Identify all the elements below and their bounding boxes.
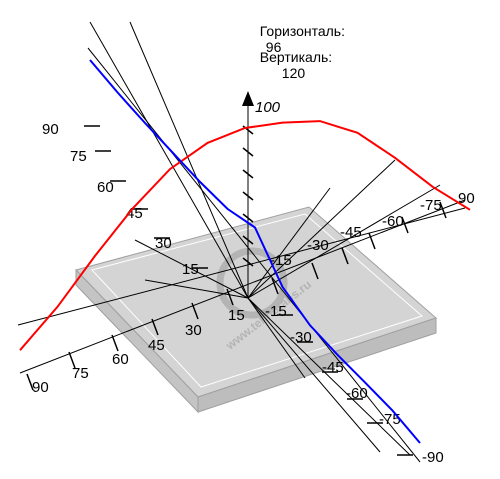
vertical-axis-tick-label: 30 [155, 235, 172, 252]
horizontal-axis-tick-label: 30 [185, 322, 202, 339]
intensity-axis-tick [242, 257, 254, 267]
ray-8 [247, 297, 381, 453]
horizontal-axis-tick [26, 373, 34, 391]
horizontal-axis-tick [226, 288, 234, 306]
horizontal-axis-tick-label: 75 [72, 365, 89, 382]
horizontal-axis-tick-label: -75 [420, 197, 442, 214]
horizontal-axis-tick [111, 334, 119, 352]
horizontal-axis-tick [68, 351, 76, 369]
vertical-axis-tick-label: -30 [290, 329, 312, 346]
horizontal-axis-tick [311, 262, 319, 280]
ray-9 [247, 297, 411, 456]
vertical-axis-tick-label: 60 [97, 179, 114, 196]
horizontal-axis-tick [191, 302, 199, 320]
ray-10 [247, 297, 306, 379]
vertical-readout: Вертикаль: 120 [252, 33, 332, 81]
ray-7 [144, 279, 249, 299]
depth-axis-line [17, 207, 466, 326]
intensity-axis-arrow [242, 91, 254, 106]
ray-3 [134, 239, 249, 299]
horizontal-axis-tick [271, 277, 279, 295]
horizontal-axis-tick [439, 201, 447, 219]
vertical-axis-tick-label: -60 [346, 385, 368, 402]
horizontal-axis-tick-label: -30 [307, 237, 329, 254]
vertical-curve [89, 59, 421, 444]
horizontal-axis-tick-label: -15 [270, 252, 292, 269]
vertical-axis-line [87, 47, 421, 463]
horizontal-readout-label: Горизонталь: [259, 23, 345, 39]
vertical-readout-value: 120 [281, 65, 306, 81]
ray-4 [247, 159, 396, 299]
vertical-axis-tick-label: -75 [379, 411, 401, 428]
horizontal-axis-tick [401, 216, 409, 234]
intensity-axis-label: 100 [255, 99, 281, 116]
horizontal-axis-tick-label: 90 [458, 190, 475, 207]
vertical-readout-label: Вертикаль: [259, 49, 333, 65]
horizontal-readout-value: 96 [265, 39, 282, 55]
axes [17, 21, 466, 463]
horizontal-axis-tick-label: -45 [340, 224, 362, 241]
horizontal-axis-tick-label: 90 [32, 379, 49, 396]
ray-1 [89, 21, 249, 299]
intensity-axis-tick [242, 213, 254, 223]
vertical-axis-tick-label: -15 [265, 303, 287, 320]
intensity-axis-tick [242, 191, 254, 201]
ray-6 [247, 187, 331, 299]
vertical-axis-tick-label: 90 [42, 121, 59, 138]
vertical-axis-tick-label: -45 [322, 359, 344, 376]
horizontal-axis-tick [368, 232, 376, 250]
intensity-axis-tick [242, 169, 254, 179]
horizontal-axis-tick-label: 60 [112, 351, 129, 368]
vertical-axis-tick-label: -90 [422, 449, 444, 466]
intensity-axis-tick [242, 235, 254, 245]
horizontal-axis-tick-label: 45 [148, 337, 165, 354]
axis-ticks [26, 125, 447, 456]
horizontal-axis-tick-label: -60 [382, 213, 404, 230]
vertical-axis-tick-label: 75 [70, 148, 87, 165]
intensity-axis-tick [242, 147, 254, 157]
horizontal-axis-tick [151, 318, 159, 336]
ray-2 [129, 21, 249, 299]
horizontal-curve [19, 120, 471, 351]
horizontal-readout: Горизонталь: 96 [252, 7, 345, 55]
horizontal-axis-tick [341, 247, 349, 265]
horizontal-axis-line [19, 199, 466, 374]
vertical-axis-tick-label: 15 [182, 261, 199, 278]
vertical-axis-tick-label: 45 [126, 205, 143, 222]
horizontal-axis-tick-label: 15 [228, 307, 245, 324]
